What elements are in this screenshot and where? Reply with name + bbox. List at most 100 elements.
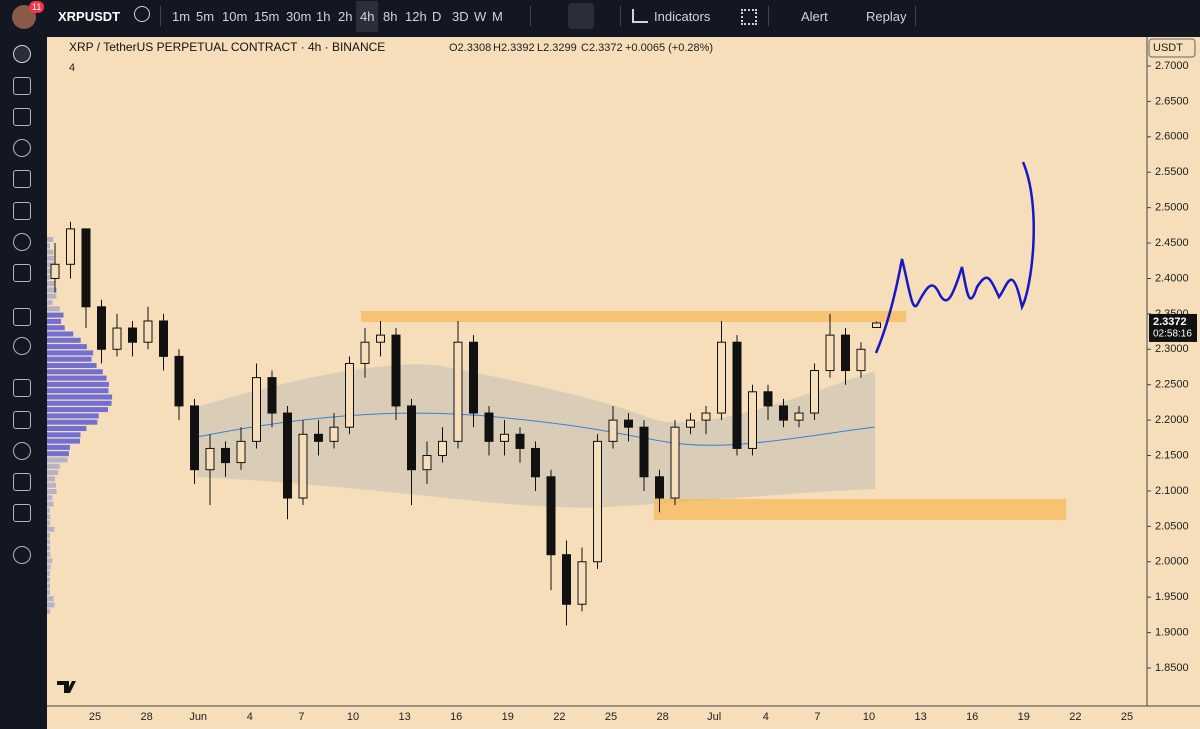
drawing-tool[interactable] (13, 546, 31, 564)
volume-profile-bar (47, 489, 57, 494)
volume-profile-bar (47, 256, 54, 261)
candle-body (563, 555, 571, 605)
price-tick-label: 2.4000 (1155, 272, 1189, 284)
volume-profile-bar (47, 395, 112, 400)
candle-body (857, 349, 865, 370)
drawing-tool[interactable] (13, 139, 31, 157)
volume-profile-bar (47, 602, 55, 607)
drawing-tool[interactable] (13, 77, 31, 95)
candle-body (175, 356, 183, 406)
chart-area: 2.70002.65002.60002.55002.50002.45002.40… (47, 37, 1200, 729)
candle-body (764, 392, 772, 406)
volume-profile-bar (47, 413, 99, 418)
drawing-tool[interactable] (13, 379, 31, 397)
legend-open: O2.3308 (449, 42, 491, 54)
volume-profile-bar (47, 590, 50, 595)
price-tick-label: 2.7000 (1155, 60, 1189, 72)
volume-profile-bar (47, 432, 80, 437)
candle-body (361, 342, 369, 363)
drawing-tool[interactable] (13, 170, 31, 188)
candle-body (578, 562, 586, 604)
interval[interactable]: 12h (405, 9, 427, 24)
replay[interactable]: Replay (866, 9, 906, 24)
interval[interactable]: W (474, 9, 486, 24)
drawing-tool[interactable] (13, 504, 31, 522)
chart-type[interactable] (568, 3, 594, 29)
candle-body (594, 441, 602, 561)
volume-profile-bar (47, 539, 50, 544)
volume-profile-bar (47, 401, 112, 406)
drawing-tool[interactable] (13, 233, 31, 251)
volume-profile-bar (47, 294, 56, 299)
layouts[interactable] (741, 9, 757, 25)
price-tick-label: 2.2000 (1155, 414, 1189, 426)
volume-profile-bar (47, 577, 50, 582)
drawing-tool[interactable] (13, 411, 31, 429)
volume-profile-bar (47, 571, 50, 576)
volume-profile-bar (47, 420, 97, 425)
currency: USDT (1153, 42, 1183, 54)
add-symbol[interactable] (134, 6, 150, 22)
indicators[interactable]: Indicators (654, 9, 710, 24)
drawing-tool[interactable] (13, 264, 31, 282)
time-label: 25 (89, 711, 101, 723)
volume-profile-bar (47, 470, 58, 475)
interval[interactable]: 5m (196, 9, 214, 24)
candle-body (873, 323, 881, 328)
volume-profile-bar (47, 483, 56, 488)
candle-body (609, 420, 617, 441)
alert[interactable]: Alert (801, 9, 828, 24)
drawing-tool[interactable] (13, 473, 31, 491)
symbol[interactable]: XRPUSDT (58, 9, 120, 24)
candle-body (423, 456, 431, 470)
volume-profile-bar (47, 445, 70, 450)
price-tick-label: 2.1000 (1155, 485, 1189, 497)
candle-body (842, 335, 850, 370)
volume-profile-bar (47, 306, 60, 311)
candle-body (485, 413, 493, 441)
volume-profile-bar (47, 363, 97, 368)
drawing-tool[interactable] (13, 442, 31, 460)
drawing-tool[interactable] (13, 45, 31, 63)
drawing-tool[interactable] (13, 337, 31, 355)
interval[interactable]: M (492, 9, 503, 24)
time-label: 28 (140, 711, 152, 723)
volume-profile-bar (47, 388, 108, 393)
interval[interactable]: D (432, 9, 441, 24)
volume-profile-bar (47, 300, 52, 305)
interval[interactable]: 1m (172, 9, 190, 24)
candle-body (656, 477, 664, 498)
volume-profile-bar (47, 439, 80, 444)
drawing-tool[interactable] (13, 108, 31, 126)
drawing-tool[interactable] (13, 308, 31, 326)
volume-profile-bar (47, 350, 93, 355)
candle-body (811, 371, 819, 413)
volume-profile-bar (47, 237, 53, 242)
volume-profile-bar (47, 476, 55, 481)
volume-profile-bar (47, 546, 50, 551)
candle-body (439, 441, 447, 455)
volume-profile-bar (47, 609, 50, 614)
candle-body (826, 335, 834, 370)
interval[interactable]: 2h (338, 9, 352, 24)
volume-profile-bar (47, 357, 92, 362)
volume-profile-bar (47, 558, 52, 563)
interval[interactable]: 3D (452, 9, 469, 24)
price-tick-label: 2.6000 (1155, 131, 1189, 143)
candle-body (253, 378, 261, 442)
interval[interactable]: 30m (286, 9, 311, 24)
interval[interactable]: 1h (316, 9, 330, 24)
candle-body (160, 321, 168, 356)
legend-title: XRP / TetherUS PERPETUAL CONTRACT · 4h ·… (69, 40, 385, 54)
interval[interactable]: 4h (356, 1, 378, 32)
candle-body (237, 441, 245, 462)
interval[interactable]: 15m (254, 9, 279, 24)
volume-profile-bar (47, 514, 50, 519)
drawing-tool[interactable] (13, 202, 31, 220)
price-tick-label: 2.2500 (1155, 379, 1189, 391)
time-label: 13 (914, 711, 926, 723)
indicators-icon[interactable] (632, 9, 648, 23)
interval[interactable]: 10m (222, 9, 247, 24)
volume-profile-bar (47, 382, 109, 387)
interval[interactable]: 8h (383, 9, 397, 24)
